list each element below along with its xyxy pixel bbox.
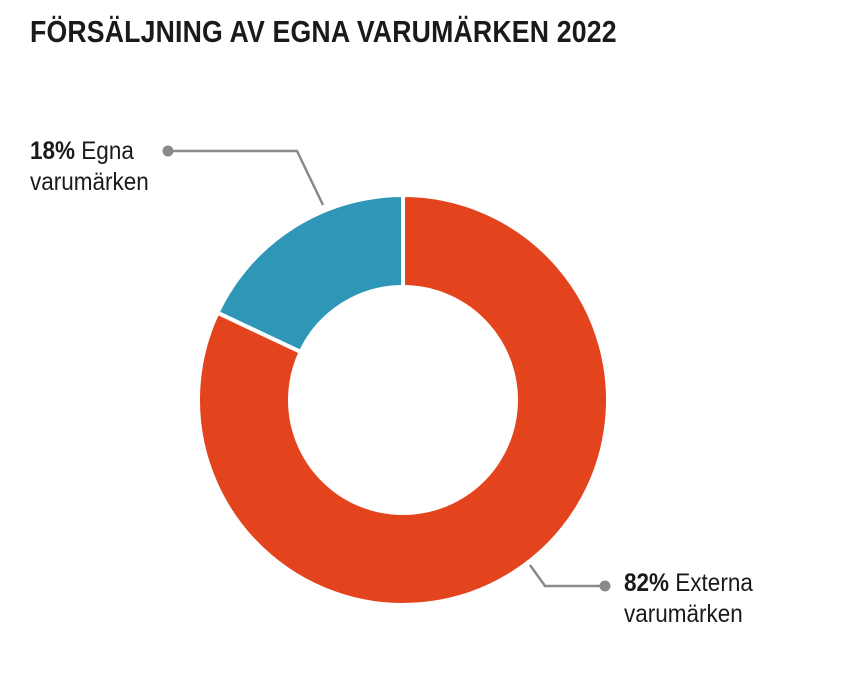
slice-name-externa-line2: varumärken [624, 600, 743, 628]
slice-name-egna-line2: varumärken [30, 168, 149, 196]
leader-externa-dot [599, 580, 611, 592]
chart-title: FÖRSÄLJNING AV EGNA VARUMÄRKEN 2022 [30, 14, 617, 49]
slice-percent-egna: 18% [30, 137, 76, 165]
donut-slice-externa [196, 192, 610, 607]
slice-name-externa-line1: Externa [675, 569, 753, 597]
slice-label-externa: 82% Externa varumärken [624, 568, 753, 630]
leader-egna-line [168, 149, 325, 206]
donut-slices [196, 192, 610, 607]
leader-egna-dot [162, 145, 174, 157]
leader-lines [162, 145, 611, 592]
slice-percent-externa: 82% [624, 569, 670, 597]
leader-externa-line [528, 564, 605, 588]
donut-slice-egna [214, 192, 405, 355]
slice-label-egna: 18% Egna varumärken [30, 136, 149, 198]
slice-name-egna-line1: Egna [81, 137, 134, 165]
